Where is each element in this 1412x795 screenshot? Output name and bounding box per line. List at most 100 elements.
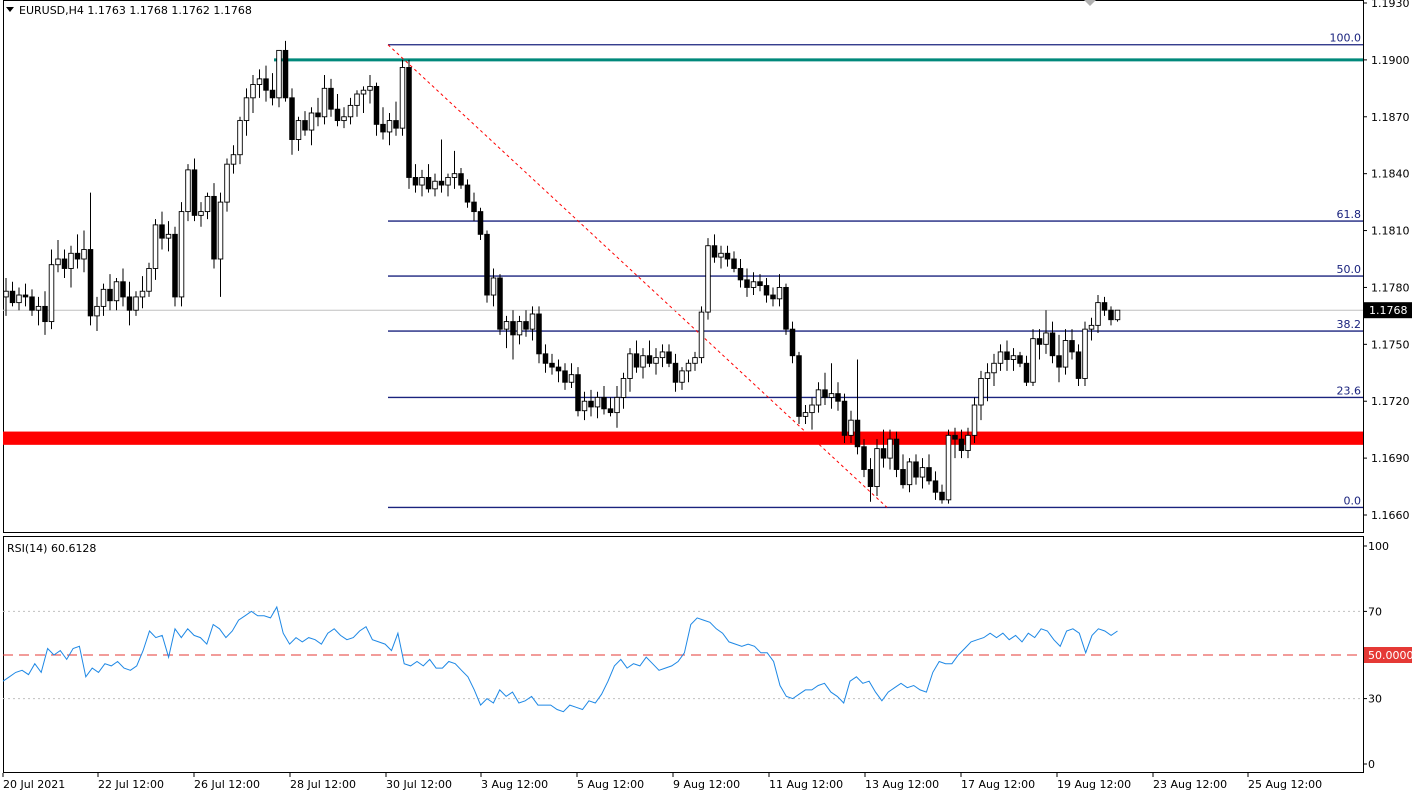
candle[interactable] — [133, 291, 139, 316]
candle[interactable] — [42, 291, 48, 335]
candle[interactable] — [22, 283, 29, 307]
candle[interactable] — [380, 107, 386, 140]
candle[interactable] — [581, 391, 588, 421]
candle[interactable] — [282, 40, 289, 102]
candle[interactable] — [841, 393, 848, 443]
candle[interactable] — [503, 315, 510, 349]
candle[interactable] — [568, 363, 575, 388]
candle[interactable] — [588, 389, 594, 417]
candle[interactable] — [848, 410, 854, 443]
candle[interactable] — [451, 150, 458, 189]
candle[interactable] — [139, 276, 146, 309]
candle[interactable] — [113, 277, 120, 311]
candle[interactable] — [1010, 348, 1017, 371]
candle[interactable] — [718, 245, 724, 269]
candle[interactable] — [984, 363, 991, 402]
candle[interactable] — [321, 75, 328, 125]
candle[interactable] — [120, 268, 126, 307]
candle[interactable] — [867, 458, 874, 502]
candle[interactable] — [529, 306, 536, 341]
candle[interactable] — [61, 249, 68, 278]
candle[interactable] — [659, 344, 666, 368]
candle[interactable] — [874, 439, 880, 497]
candle[interactable] — [1030, 329, 1036, 387]
support-zone[interactable] — [3, 431, 1363, 445]
candle[interactable] — [334, 94, 341, 127]
candle[interactable] — [107, 274, 113, 311]
candle[interactable] — [237, 116, 243, 165]
candle[interactable] — [906, 458, 913, 493]
candle[interactable] — [146, 262, 152, 297]
candle[interactable] — [796, 351, 802, 424]
candle[interactable] — [978, 370, 984, 421]
candle[interactable] — [419, 169, 425, 197]
candle[interactable] — [809, 397, 815, 430]
candle[interactable] — [1101, 296, 1108, 316]
candle[interactable] — [887, 429, 893, 470]
candle[interactable] — [399, 59, 406, 136]
candle[interactable] — [172, 226, 178, 307]
candle[interactable] — [198, 202, 204, 227]
candle[interactable] — [94, 296, 100, 332]
candle[interactable] — [802, 405, 809, 424]
candle[interactable] — [640, 348, 646, 379]
candle[interactable] — [757, 274, 763, 292]
candle[interactable] — [1075, 344, 1082, 387]
candle[interactable] — [685, 359, 692, 383]
candle[interactable] — [211, 183, 217, 269]
candle[interactable] — [1017, 351, 1023, 368]
candle[interactable] — [497, 274, 503, 335]
candle[interactable] — [471, 192, 477, 222]
candle[interactable] — [607, 397, 614, 417]
candle[interactable] — [510, 310, 516, 360]
candle[interactable] — [945, 429, 952, 504]
candle[interactable] — [185, 164, 191, 222]
candle[interactable] — [991, 353, 997, 387]
candle[interactable] — [822, 372, 828, 406]
candle[interactable] — [360, 86, 367, 113]
chevron-down-icon[interactable] — [6, 7, 14, 12]
candle[interactable] — [302, 111, 308, 136]
candle[interactable] — [159, 211, 165, 250]
candle[interactable] — [269, 73, 276, 106]
candle[interactable] — [835, 382, 841, 411]
candle[interactable] — [425, 164, 432, 193]
candle[interactable] — [217, 192, 224, 297]
candle[interactable] — [87, 192, 94, 326]
candle[interactable] — [74, 234, 81, 269]
candle[interactable] — [445, 173, 451, 197]
candle[interactable] — [1095, 295, 1101, 333]
candle[interactable] — [900, 454, 906, 489]
candle[interactable] — [679, 367, 685, 390]
candle[interactable] — [711, 234, 718, 263]
candle[interactable] — [412, 164, 419, 193]
candle[interactable] — [263, 65, 269, 102]
candle[interactable] — [562, 363, 568, 390]
candle[interactable] — [204, 192, 211, 220]
candle[interactable] — [880, 429, 887, 468]
candle[interactable] — [1043, 310, 1049, 354]
candle[interactable] — [1108, 306, 1114, 326]
candle[interactable] — [724, 245, 731, 267]
candle[interactable] — [997, 344, 1004, 371]
candle[interactable] — [763, 277, 770, 303]
candle[interactable] — [776, 274, 783, 307]
candle[interactable] — [295, 116, 302, 151]
candle[interactable] — [614, 386, 620, 428]
candle[interactable] — [490, 268, 497, 307]
candle[interactable] — [861, 439, 867, 478]
candle[interactable] — [289, 88, 295, 155]
candle[interactable] — [308, 107, 315, 146]
candle[interactable] — [315, 97, 321, 127]
candle[interactable] — [81, 230, 87, 273]
candle[interactable] — [789, 321, 796, 364]
candle[interactable] — [191, 158, 198, 222]
candle[interactable] — [165, 221, 172, 252]
candle[interactable] — [1036, 329, 1043, 360]
candle[interactable] — [770, 287, 776, 307]
candle[interactable] — [1004, 340, 1010, 371]
candle[interactable] — [666, 344, 672, 368]
candle[interactable] — [373, 82, 380, 136]
candle[interactable] — [1023, 355, 1030, 387]
candle[interactable] — [48, 249, 55, 330]
